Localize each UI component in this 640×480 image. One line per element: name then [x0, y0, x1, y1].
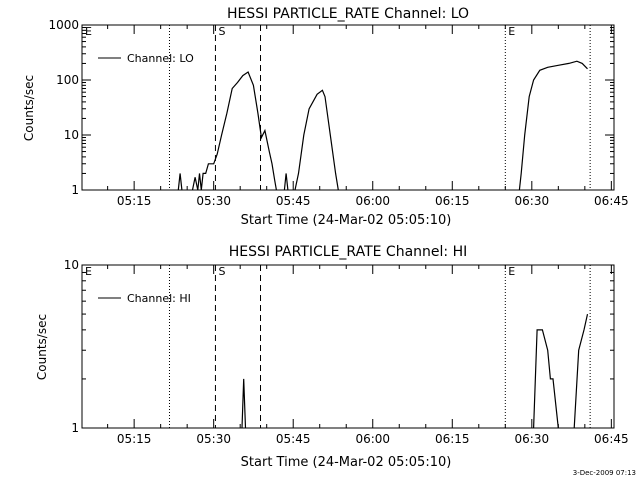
hi-legend: Channel: HI	[98, 292, 191, 305]
lo-x-tick-label: 05:30	[196, 194, 231, 208]
footer-timestamp: 3-Dec-2009 07:13	[573, 469, 636, 477]
lo-y-tick-label: 1000	[48, 18, 79, 32]
hi-x-tick-label: 05:15	[117, 432, 152, 446]
hi-x-tick-label: 06:30	[515, 432, 550, 446]
lo-chart-title: HESSI PARTICLE_RATE Channel: LO	[227, 6, 469, 22]
lo-series-line-1	[191, 71, 277, 191]
hi-x-tick-label: 06:00	[355, 432, 390, 446]
lo-x-tick-label: 05:15	[117, 194, 152, 208]
hi-x-tick-label: 05:30	[196, 432, 231, 446]
lo-x-tick-label: 06:00	[355, 194, 390, 208]
lo-y-tick-label: 10	[64, 128, 79, 142]
lo-marker-label-2: S	[218, 25, 225, 38]
lo-marker-label-0: E	[85, 25, 92, 38]
lo-y-tick-label: 100	[56, 73, 79, 87]
hi-marker-label-2: S	[218, 265, 225, 278]
lo-y-axis-label: Counts/sec	[22, 75, 36, 141]
lo-x-tick-label: 06:15	[435, 194, 470, 208]
hi-marker-label-0: E	[85, 265, 92, 278]
lo-series-line-4	[518, 60, 588, 191]
hi-x-tick-label: 05:45	[276, 432, 311, 446]
lo-x-tick-label: 06:30	[515, 194, 550, 208]
lo-series-line-2	[283, 173, 289, 191]
hi-series-line-2	[573, 313, 589, 429]
hi-x-tick-label: 06:15	[435, 432, 470, 446]
hi-chart-title: HESSI PARTICLE_RATE Channel: HI	[229, 244, 467, 260]
hi-y-axis-label: Counts/sec	[35, 314, 49, 380]
hi-x-axis-label: Start Time (24-Mar-02 05:05:10)	[241, 455, 452, 470]
lo-marker-label-4: E	[508, 25, 515, 38]
hi-series-line-1	[533, 329, 559, 429]
lo-series-line-0	[177, 173, 183, 191]
lo-series-line-3	[294, 89, 339, 191]
lo-x-axis-label: Start Time (24-Mar-02 05:05:10)	[241, 213, 452, 228]
hi-x-tick-label: 06:45	[594, 432, 629, 446]
hi-legend-label: Channel: HI	[127, 292, 191, 305]
hi-y-tick-label: 10	[64, 258, 79, 272]
lo-x-tick-label: 05:45	[276, 194, 311, 208]
hi-series-line-0	[241, 378, 247, 429]
lo-plot-frame	[81, 24, 615, 191]
lo-channel-panel: HESSI PARTICLE_RATE Channel: LO Counts/s…	[22, 6, 629, 228]
lo-legend: Channel: LO	[98, 52, 194, 65]
hi-marker-label-4: E	[508, 265, 515, 278]
lo-x-tick-label: 06:45	[594, 194, 629, 208]
hi-y-tick-label: 1	[71, 421, 79, 435]
lo-legend-label: Channel: LO	[127, 52, 194, 65]
hi-channel-panel: HESSI PARTICLE_RATE Channel: HI Counts/s…	[35, 244, 629, 470]
lo-y-tick-label: 1	[71, 183, 79, 197]
